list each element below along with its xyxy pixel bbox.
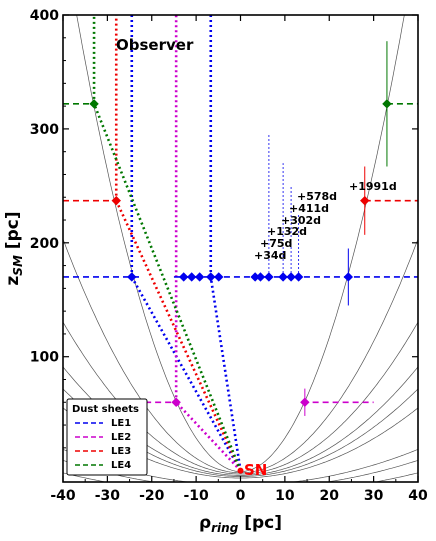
data-point-le4-1 bbox=[382, 99, 392, 109]
epoch-labels: +34d+75d+132d+302d+411d+578d +1991d bbox=[254, 180, 397, 262]
y-tick-label-3: 400 bbox=[30, 8, 59, 24]
data-point-le1-11 bbox=[293, 272, 304, 282]
x-tick-label-1: -30 bbox=[95, 488, 121, 504]
legend: Dust sheets LE1 LE2 LE3 LE4 bbox=[66, 398, 148, 476]
data-point-le1-10 bbox=[286, 272, 296, 282]
x-tick-label-2: -20 bbox=[139, 488, 165, 504]
x-tick-label-8: 40 bbox=[408, 488, 428, 504]
sightline-le1-1 bbox=[209, 276, 242, 471]
data-point-le1-8 bbox=[264, 272, 274, 282]
epoch-label-3: +302d bbox=[281, 214, 321, 227]
x-tick-label-0: -40 bbox=[50, 488, 76, 504]
data-point-le1-1 bbox=[178, 272, 189, 282]
x-axis-label-unit: [pc] bbox=[238, 513, 282, 533]
data-points bbox=[89, 41, 392, 474]
data-point-le1-9 bbox=[278, 272, 288, 282]
observer-label: Observer bbox=[116, 36, 194, 54]
sightline-le1-0 bbox=[130, 276, 242, 472]
x-axis-label-main: ρ bbox=[199, 513, 211, 533]
y-tick-label-2: 300 bbox=[30, 122, 59, 138]
epoch-label-0: +34d bbox=[254, 249, 286, 262]
data-point-le1-4 bbox=[206, 272, 216, 282]
epoch-label-4: +411d bbox=[289, 202, 329, 215]
legend-title: Dust sheets bbox=[72, 404, 139, 415]
data-point-le3-0 bbox=[111, 195, 121, 206]
epoch-label-6: +1991d bbox=[349, 180, 397, 193]
axis-ticks: -40 -30 -20 -10 0 10 20 30 40 100 200 300 400 bbox=[30, 8, 428, 504]
data-point-le2-1 bbox=[300, 397, 310, 407]
sight-lines bbox=[92, 15, 300, 472]
x-axis-label: ρring [pc] bbox=[199, 513, 282, 535]
sn-label: SN bbox=[244, 461, 267, 479]
y-tick-label-0: 100 bbox=[30, 350, 59, 366]
epoch-label-5: +578d bbox=[297, 190, 337, 203]
y-axis-label-unit: [pc] bbox=[3, 211, 23, 255]
epoch-label-2: +132d bbox=[267, 225, 307, 238]
data-point-le2-0 bbox=[171, 397, 181, 407]
x-tick-label-7: 30 bbox=[364, 488, 384, 504]
epoch-label-1: +75d bbox=[260, 237, 292, 250]
legend-entry-le3: LE3 bbox=[111, 446, 131, 457]
sightline-le4-4 bbox=[92, 103, 242, 472]
data-point-le3-1 bbox=[360, 195, 370, 206]
data-point-le1-7 bbox=[255, 272, 266, 282]
sightline-le2-2 bbox=[175, 401, 242, 472]
x-tick-label-3: -10 bbox=[183, 488, 209, 504]
x-tick-label-6: 20 bbox=[320, 488, 340, 504]
legend-entry-le4: LE4 bbox=[111, 460, 131, 471]
data-point-le1-5 bbox=[214, 272, 224, 282]
y-axis-label-main: z bbox=[3, 276, 23, 286]
y-tick-label-1: 200 bbox=[30, 236, 59, 252]
x-axis-label-sub: ring bbox=[211, 521, 239, 535]
legend-box bbox=[66, 398, 148, 476]
data-point-le1-3 bbox=[194, 272, 205, 282]
x-tick-label-4: 0 bbox=[236, 488, 246, 504]
legend-entry-le2: LE2 bbox=[111, 432, 131, 443]
parabola-curve-6 bbox=[63, 460, 418, 482]
data-point-le1-2 bbox=[186, 272, 197, 282]
sn-point bbox=[237, 467, 244, 474]
y-axis-label-sub: SM bbox=[11, 255, 25, 276]
x-tick-label-5: 10 bbox=[275, 488, 295, 504]
legend-entry-le1: LE1 bbox=[111, 418, 131, 429]
data-point-le4-0 bbox=[89, 99, 99, 109]
data-point-le1-0 bbox=[127, 272, 137, 282]
y-axis-label: zSM [pc] bbox=[3, 211, 25, 285]
data-point-le1-12 bbox=[343, 272, 354, 282]
